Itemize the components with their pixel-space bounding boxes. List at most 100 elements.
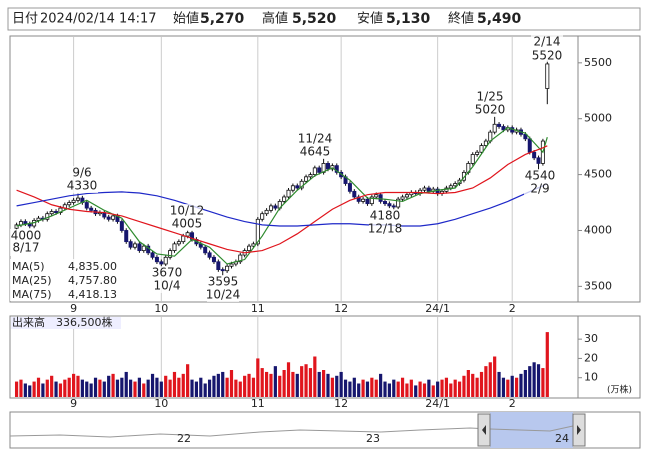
x-tick-label: 9 [70,302,77,315]
candle-body [273,205,278,209]
field-value: 5,490 [477,11,522,27]
annotation-bg [171,204,203,231]
volume-bar [466,370,470,397]
volume-bar [273,366,277,397]
volume-bar [541,368,545,397]
volume-bar [422,383,427,397]
candle-body [325,163,330,170]
volume-title: 出来高 [12,315,45,329]
ma-line [16,126,548,265]
x-tick-label: 10 [154,302,168,315]
volume-bar [493,356,497,397]
volume-bar [28,385,32,397]
annotation-price: 4645 [300,145,331,159]
field-label: 終値 [448,11,474,27]
volume-bar [361,379,365,397]
candle-body [133,243,138,248]
x-tick-label: 12 [334,397,348,410]
annotation-bg [531,35,563,62]
y-tick-label: 10 [584,371,598,384]
volume-bar [251,377,256,397]
volume-bar [523,370,527,397]
legend-label: MA(75) [12,288,52,301]
volume-bar [308,368,313,397]
annotation-price: 4180 [370,209,401,223]
candle-body [255,218,260,245]
annotation-bg [151,266,183,293]
volume-bar [396,381,400,397]
volume-bar [449,383,453,397]
volume-bar [23,383,27,397]
volume-bar [98,379,102,397]
candle-body [168,250,173,258]
volume-bar [510,375,514,397]
candle-body [163,256,168,265]
candle-body [49,211,54,215]
navigator-label: 22 [177,432,191,445]
volume-bar [339,371,343,397]
annotation-date: 10/12 [170,204,205,218]
y-tick-label: 20 [584,351,598,364]
candle-body [268,205,273,211]
ma-line [16,183,548,227]
candle-body [426,187,431,192]
volume-bar [427,379,431,397]
volume-bar [326,373,330,397]
volume-bar [146,379,150,397]
candle-body [264,209,269,215]
candle-body [203,246,208,254]
volume-bar [532,362,536,397]
volume-bar [107,375,111,397]
volume-bar [155,377,159,397]
legend-value: 4,418.13 [68,288,117,301]
candle-body [89,207,94,211]
candle-body [111,215,116,220]
x-tick-label: 24/1 [425,302,450,315]
volume-bar [129,379,133,397]
candle-body [304,176,309,182]
volume-bar [207,379,212,397]
volume-bar [357,383,361,397]
annotation-bg [369,209,401,236]
ma-line [16,145,548,254]
volume-bar [247,373,251,397]
volume-bar [291,371,295,397]
candle-body [137,243,142,251]
volume-bar [365,381,370,397]
candle-body [71,199,76,203]
volume-bar [418,381,422,397]
volume-bar [286,362,291,397]
volume-bar [168,379,172,397]
volume-bar [343,379,348,397]
annotation-bg [524,169,556,196]
candle-body [532,151,537,159]
volume-bar [501,377,506,397]
x-tick-label: 10 [154,397,168,410]
volume-bar [400,377,405,397]
candle-body [536,157,541,164]
candle-body [75,197,80,201]
volume-bar [164,375,168,397]
volume-bar [471,373,475,397]
volume-bar [462,375,466,397]
candle-body [238,254,243,263]
volume-bar [93,377,98,397]
volume-bar [335,375,339,397]
annotation-date: 10/4 [154,279,181,293]
annotation-bg [66,166,98,193]
candle-body [422,187,427,191]
handle-arrow [482,425,486,435]
volume-bar [436,381,440,397]
candle-body [527,138,532,153]
volume-bar [229,370,234,397]
annotation-price: 4005 [172,217,203,231]
candle-body [290,185,295,191]
volume-bar [194,381,199,397]
volume-bar [479,371,484,397]
legend-label: MA(25) [12,274,52,287]
volume-latest: 336,500株 [56,315,113,329]
candle-body [383,201,388,205]
volume-bar [186,364,190,397]
annotation-bg [474,90,506,117]
candle-body [317,167,322,173]
